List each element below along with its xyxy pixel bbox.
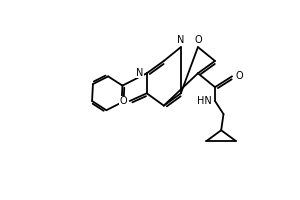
- Text: N: N: [136, 68, 144, 78]
- Text: HN: HN: [197, 96, 212, 106]
- Text: O: O: [119, 96, 127, 106]
- Text: O: O: [194, 35, 202, 45]
- Text: N: N: [177, 35, 184, 45]
- Text: O: O: [235, 71, 243, 81]
